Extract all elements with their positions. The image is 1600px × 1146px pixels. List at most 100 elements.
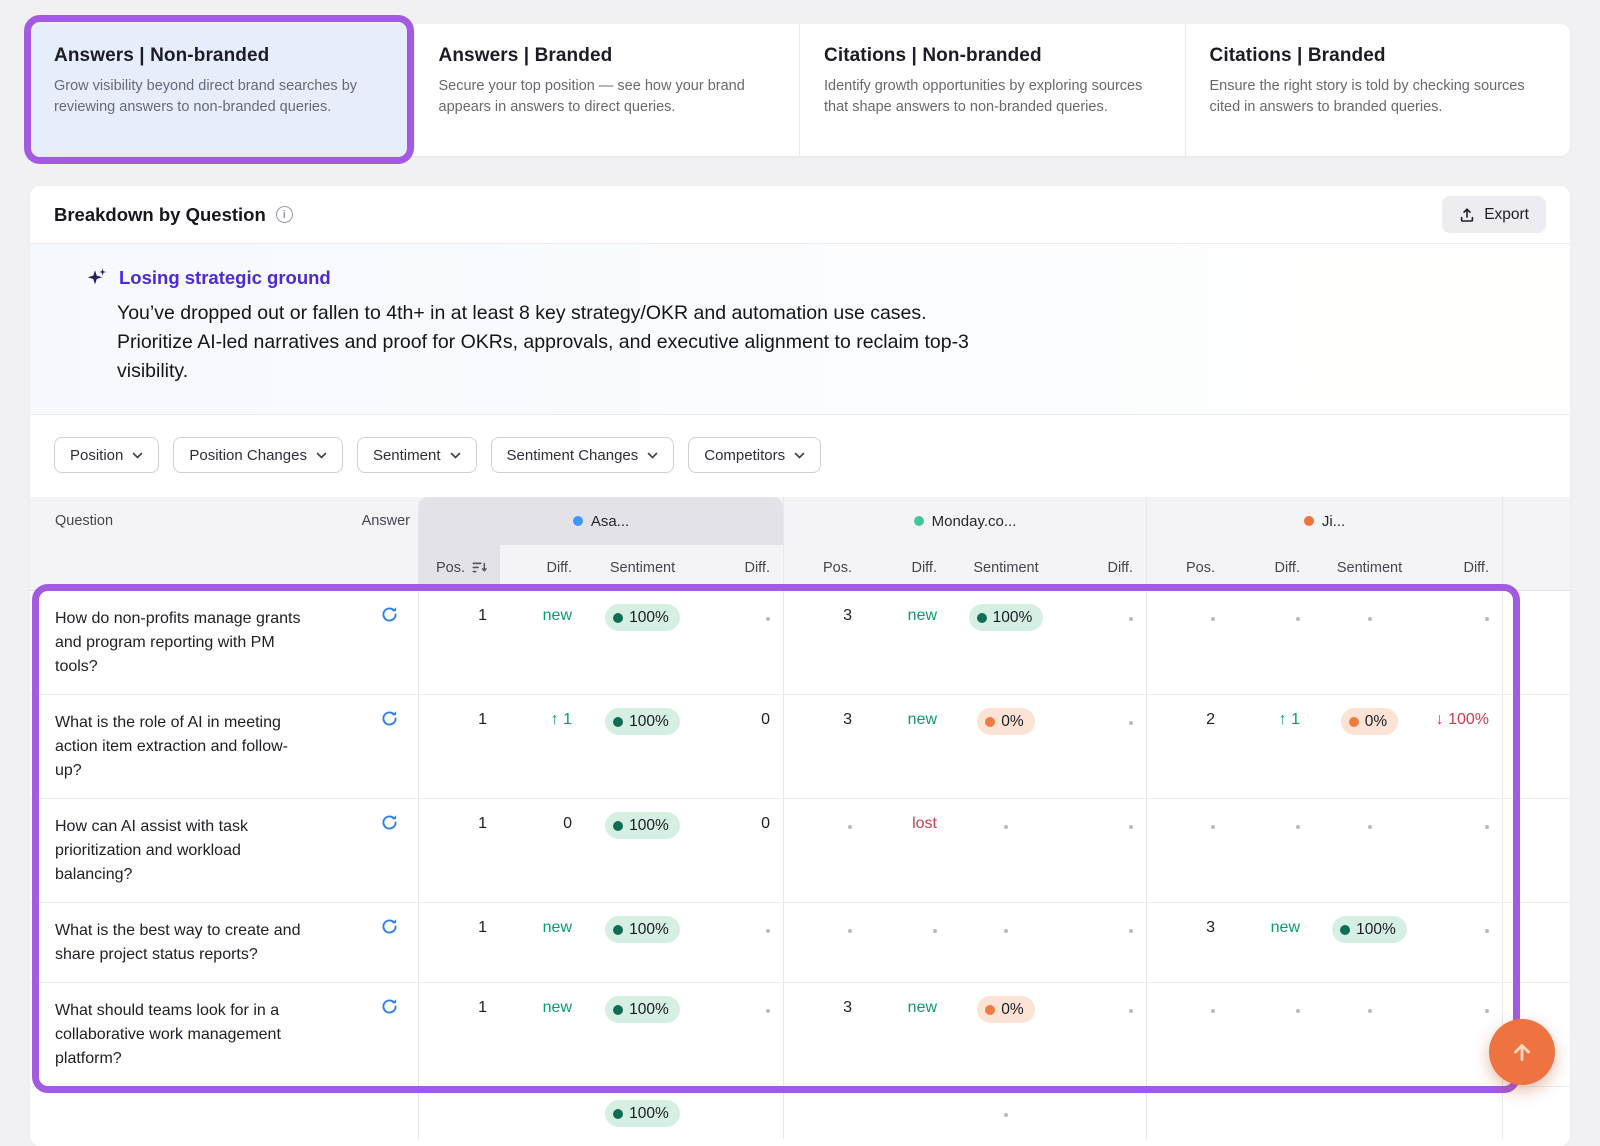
metric-cell: new	[500, 591, 585, 694]
export-button[interactable]: Export	[1442, 196, 1546, 233]
column-header-diff[interactable]: Diff.	[700, 545, 783, 590]
column-header-pos[interactable]: Pos.	[1146, 545, 1228, 590]
column-label: Sentiment	[1336, 559, 1403, 576]
metric-cell: 0%	[1313, 695, 1426, 798]
refresh-answer-icon[interactable]	[380, 605, 399, 624]
panel-header: Breakdown by Question i Export	[30, 186, 1570, 244]
column-label: Diff.	[1463, 559, 1489, 576]
column-header-diff[interactable]: Diff.	[500, 545, 585, 590]
question-cell: How can AI assist with task prioritizati…	[30, 799, 360, 902]
metric-value: ↓ 100%	[1435, 711, 1489, 728]
sentiment-dot-icon	[1340, 924, 1351, 935]
metric-cell: 1	[418, 695, 500, 798]
sentiment-pill: 100%	[605, 604, 680, 631]
metric-cell: 2	[1146, 695, 1228, 798]
tab-citations-branded[interactable]: Citations | Branded Ensure the right sto…	[1184, 24, 1571, 156]
tab-answers-non-branded[interactable]: Answers | Non-branded Grow visibility be…	[30, 24, 415, 156]
competitor-group-asana[interactable]: Asa...	[418, 497, 783, 545]
refresh-answer-icon[interactable]	[380, 813, 399, 832]
empty-value-dot	[1485, 825, 1489, 829]
metric-cell	[1228, 799, 1313, 902]
competitor-group-jira[interactable]: Ji...	[1146, 497, 1502, 545]
table-row: 100%	[30, 1087, 1570, 1139]
info-icon[interactable]: i	[275, 206, 293, 223]
metric-cell: 3	[783, 983, 865, 1086]
metric-cell	[950, 1087, 1062, 1139]
competitor-name: Monday.co...	[931, 512, 1017, 530]
empty-value-dot	[1485, 1009, 1489, 1013]
metric-cell: 1	[418, 983, 500, 1086]
answer-cell	[360, 903, 418, 982]
empty-value-dot	[1129, 721, 1133, 725]
export-label: Export	[1484, 205, 1529, 223]
competitor-name: Ji...	[1321, 512, 1346, 530]
question-cell: What should teams look for in a collabor…	[30, 983, 360, 1086]
sentiment-dot-icon	[1348, 716, 1359, 727]
filter-sentiment[interactable]: Sentiment	[356, 437, 477, 473]
metric-cell: ↓ 100%	[1426, 695, 1502, 798]
tab-description: Secure your top position — see how your …	[438, 78, 745, 115]
question-text: How can AI assist with task prioritizati…	[55, 818, 248, 883]
empty-value-dot	[1296, 825, 1300, 829]
tab-description: Grow visibility beyond direct brand sear…	[54, 78, 358, 115]
metric-cell	[1313, 799, 1426, 902]
column-header-pos[interactable]: Pos.	[783, 545, 865, 590]
column-header-diff[interactable]: Diff.	[1228, 545, 1313, 590]
metric-cell: 1	[418, 903, 500, 982]
sentiment-dot-icon	[976, 612, 987, 623]
metric-cell	[783, 799, 865, 902]
empty-value-dot	[766, 1009, 770, 1013]
filter-sentiment-changes[interactable]: Sentiment Changes	[490, 437, 675, 473]
metric-cell	[950, 799, 1062, 902]
insight-title: Losing strategic ground	[119, 267, 331, 288]
column-label: Diff.	[911, 559, 937, 576]
column-header-diff[interactable]: Diff.	[1426, 545, 1502, 590]
column-header-sentiment[interactable]: Sentiment	[585, 545, 700, 590]
metric-cell: 0	[500, 799, 585, 902]
tab-citations-non-branded[interactable]: Citations | Non-branded Identify growth …	[799, 24, 1185, 156]
sentiment-pill: 100%	[605, 1100, 680, 1127]
scroll-top-fab[interactable]	[1489, 1019, 1555, 1085]
metric-value: new	[907, 711, 937, 728]
chevron-down-icon	[647, 452, 658, 459]
column-header-sentiment[interactable]: Sentiment	[950, 545, 1062, 590]
sentiment-pill: 100%	[605, 916, 680, 943]
metric-value: 1	[478, 711, 487, 728]
column-header-diff[interactable]: Diff.	[1062, 545, 1146, 590]
refresh-answer-icon[interactable]	[380, 917, 399, 936]
table-row: What is the best way to create and share…	[30, 903, 1570, 983]
metric-cell	[700, 1087, 783, 1139]
spacer-cell	[30, 545, 418, 590]
column-header-diff[interactable]: Diff.	[865, 545, 950, 590]
metric-cell	[1426, 903, 1502, 982]
filter-position[interactable]: Position	[54, 437, 160, 473]
refresh-answer-icon[interactable]	[380, 709, 399, 728]
metric-cell: 100%	[1313, 903, 1426, 982]
sentiment-dot-icon	[613, 612, 624, 623]
competitor-group-monday[interactable]: Monday.co...	[783, 497, 1146, 545]
competitor-name: Asa...	[590, 512, 630, 530]
tab-description: Identify growth opportunities by explori…	[824, 78, 1143, 115]
metric-value: ↑ 1	[1278, 711, 1300, 728]
metric-cell: 3	[783, 695, 865, 798]
column-label: Diff.	[546, 559, 572, 576]
filter-position-changes[interactable]: Position Changes	[173, 437, 343, 473]
empty-value-dot	[1367, 1009, 1372, 1013]
metric-cell	[1228, 1087, 1313, 1139]
ai-insight: Losing strategic ground You’ve dropped o…	[30, 244, 1570, 415]
tab-answers-branded[interactable]: Answers | Branded Secure your top positi…	[415, 24, 800, 156]
metric-cell	[1062, 591, 1146, 694]
sentiment-dot-icon	[985, 716, 996, 727]
column-header-sentiment[interactable]: Sentiment	[1313, 545, 1426, 590]
metric-value: lost	[912, 815, 937, 832]
refresh-answer-icon[interactable]	[380, 997, 399, 1016]
filter-competitors[interactable]: Competitors	[688, 437, 822, 473]
spacer-cell	[1502, 903, 1570, 982]
column-header-pos-sorted[interactable]: Pos.	[418, 545, 500, 590]
brand-dot-icon	[913, 516, 924, 526]
empty-value-dot	[1296, 1009, 1300, 1013]
metric-value: 3	[1206, 919, 1215, 936]
column-label: Diff.	[1274, 559, 1300, 576]
metric-cell	[1313, 983, 1426, 1086]
metric-cell	[1062, 799, 1146, 902]
